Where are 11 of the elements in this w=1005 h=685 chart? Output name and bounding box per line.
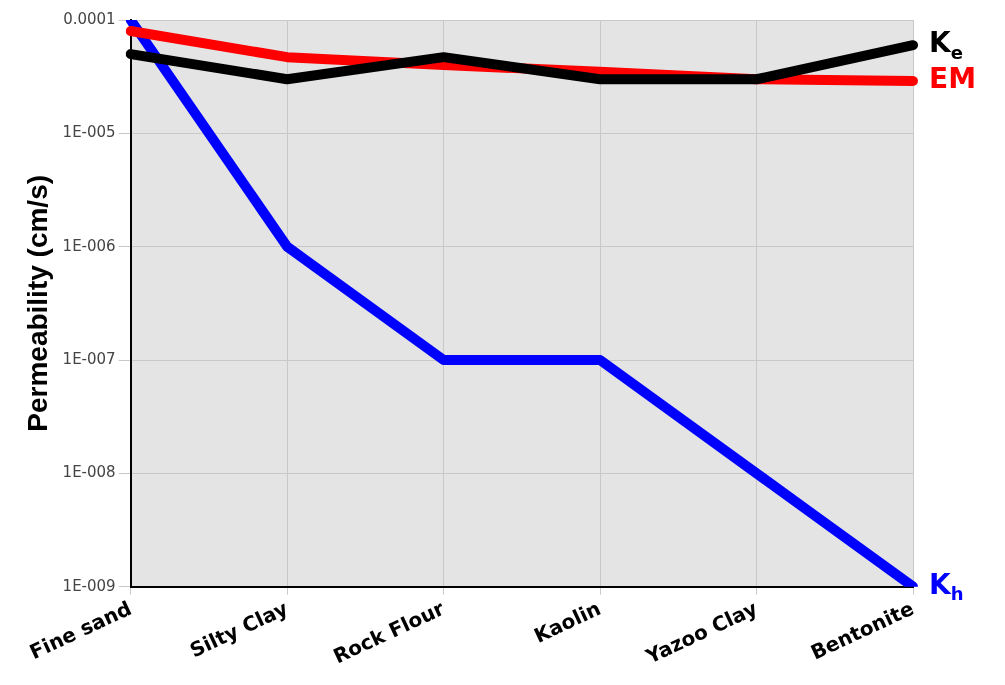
x-tick-label: Yazoo Clay — [641, 596, 761, 669]
y-tick-label: 1E-009 — [62, 576, 116, 595]
y-tick-label: 1E-008 — [62, 463, 116, 482]
y-tick-label: 1E-007 — [62, 349, 116, 368]
y-tick-label: 1E-006 — [62, 236, 116, 255]
x-tick-label: Rock Flour — [329, 595, 449, 669]
series-label: EM — [929, 62, 976, 96]
y-axis-title: Permeability (cm/s) — [21, 174, 53, 432]
y-tick-label: 1E-005 — [62, 123, 116, 142]
x-tick-label: Silty Clay — [186, 596, 292, 663]
y-tick-label: 0.0001 — [63, 9, 116, 28]
